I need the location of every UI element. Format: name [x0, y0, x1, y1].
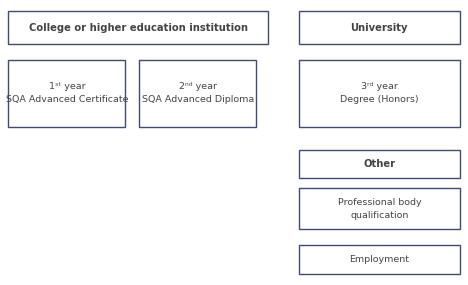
FancyBboxPatch shape: [299, 11, 460, 44]
Text: 2ⁿᵈ year
SQA Advanced Diploma: 2ⁿᵈ year SQA Advanced Diploma: [142, 82, 254, 104]
Text: Other: Other: [363, 159, 395, 169]
Text: Professional body
qualification: Professional body qualification: [337, 198, 421, 220]
FancyBboxPatch shape: [299, 60, 460, 127]
Text: 3ʳᵈ year
Degree (Honors): 3ʳᵈ year Degree (Honors): [340, 82, 419, 104]
Text: University: University: [351, 23, 408, 33]
Text: 1ˢᵗ year
SQA Advanced Certificate: 1ˢᵗ year SQA Advanced Certificate: [6, 82, 128, 104]
FancyBboxPatch shape: [8, 60, 125, 127]
Text: Employment: Employment: [349, 255, 410, 264]
FancyBboxPatch shape: [299, 245, 460, 274]
FancyBboxPatch shape: [299, 188, 460, 229]
FancyBboxPatch shape: [299, 150, 460, 178]
FancyBboxPatch shape: [8, 11, 268, 44]
FancyBboxPatch shape: [139, 60, 256, 127]
Text: College or higher education institution: College or higher education institution: [29, 23, 248, 33]
